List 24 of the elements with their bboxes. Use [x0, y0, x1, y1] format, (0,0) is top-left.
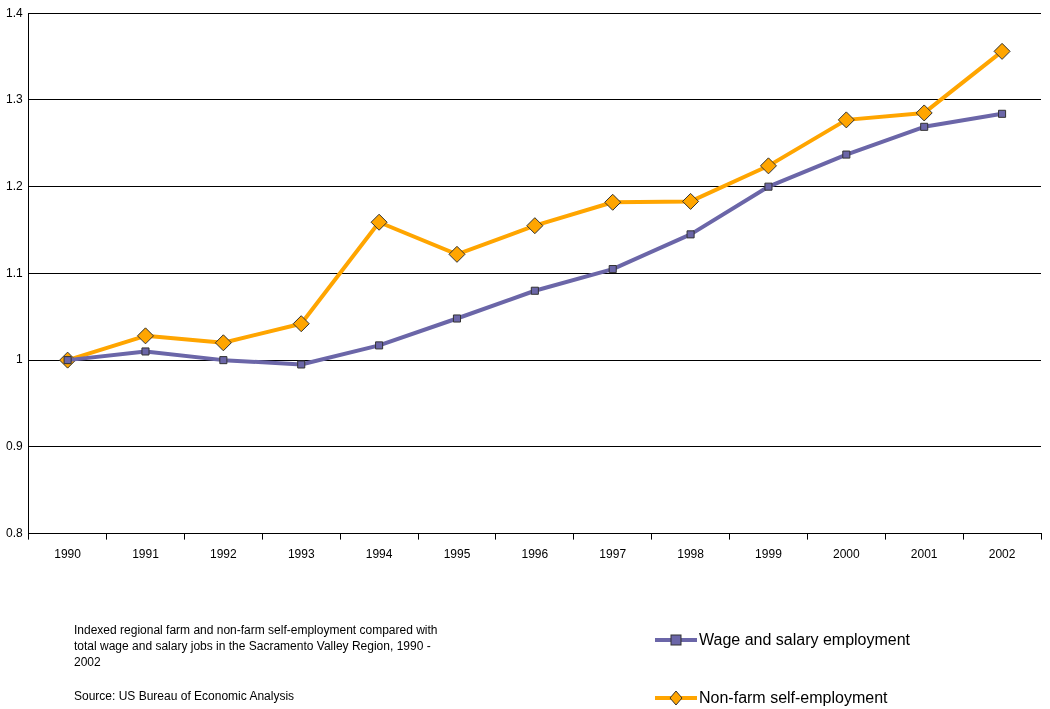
x-tick-label: 2001: [910, 547, 938, 562]
x-tick-label: 1991: [132, 547, 160, 562]
legend-label: Non-farm self-employment: [699, 689, 888, 707]
y-tick-label: 0.9: [5, 439, 23, 454]
y-tick-label: 1: [15, 352, 23, 367]
y-tick-label: 1.1: [5, 265, 23, 280]
y-tick-label: 1.2: [5, 178, 23, 193]
x-tick-label: 1992: [210, 547, 238, 562]
x-tick-label: 1995: [443, 547, 471, 562]
y-tick-label: 0.8: [5, 525, 23, 540]
x-tick-label: 1993: [287, 547, 315, 562]
y-tick-label: 1.3: [5, 92, 23, 107]
x-tick-label: 1996: [521, 547, 549, 562]
x-tick-label: 1994: [365, 547, 393, 562]
x-tick-label: 1999: [755, 547, 783, 562]
x-tick-label: 1998: [677, 547, 705, 562]
x-tick-label: 2000: [832, 547, 860, 562]
x-tick-label: 1997: [599, 547, 627, 562]
legend-label: Wage and salary employment: [699, 631, 911, 649]
text: Indexed regional farm and non-farm self-employment compared with total wage and salary jobs in the Sacramento Valley Region, 1990 - 2002: [74, 622, 439, 670]
x-tick-label: 2002: [988, 547, 1016, 562]
x-tick-label: 1990: [54, 547, 82, 562]
source-note: Source: US Bureau of Economic Analysis: [74, 688, 296, 704]
y-tick-label: 1.4: [5, 5, 23, 20]
